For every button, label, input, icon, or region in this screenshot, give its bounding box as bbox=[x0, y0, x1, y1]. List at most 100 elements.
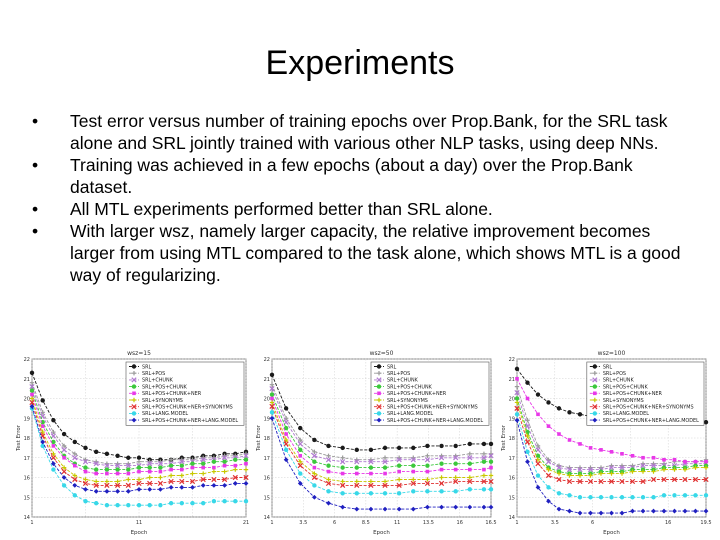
data-point bbox=[651, 508, 656, 514]
data-point bbox=[382, 455, 388, 460]
legend-marker bbox=[131, 404, 137, 410]
data-point bbox=[269, 410, 275, 415]
data-point bbox=[83, 445, 88, 451]
data-point bbox=[382, 465, 388, 470]
data-point bbox=[439, 461, 444, 466]
data-point bbox=[126, 502, 131, 508]
data-point bbox=[467, 455, 473, 461]
data-point bbox=[566, 466, 573, 473]
data-point bbox=[481, 459, 487, 464]
legend: SRLSRL+POSSRL+CHUNKSRL+POS+CHUNKSRL+POS+… bbox=[125, 361, 245, 426]
data-point bbox=[488, 504, 494, 510]
data-point bbox=[641, 455, 645, 460]
data-point bbox=[488, 473, 494, 478]
data-point bbox=[489, 465, 493, 470]
bullet-glyph: • bbox=[32, 155, 39, 175]
legend-label: SRL+SYNONYMS bbox=[142, 398, 183, 404]
data-point bbox=[704, 459, 708, 464]
data-point bbox=[157, 480, 164, 487]
data-point bbox=[682, 508, 688, 514]
data-point bbox=[126, 471, 131, 476]
data-point bbox=[453, 475, 458, 480]
series-line bbox=[271, 384, 491, 461]
data-point bbox=[488, 441, 494, 447]
data-point bbox=[201, 500, 206, 506]
data-point bbox=[297, 441, 303, 447]
data-point bbox=[514, 396, 520, 401]
data-point bbox=[200, 476, 206, 483]
data-point bbox=[396, 482, 402, 489]
data-point bbox=[524, 439, 531, 445]
data-point bbox=[482, 467, 486, 472]
data-point bbox=[619, 510, 625, 516]
series-line bbox=[271, 388, 492, 463]
data-point bbox=[546, 424, 551, 428]
data-point bbox=[157, 461, 164, 467]
data-point bbox=[115, 488, 120, 494]
x-axis-label: Epoch bbox=[131, 530, 148, 536]
x-tick-label: 1 bbox=[30, 520, 33, 526]
data-point bbox=[567, 438, 572, 442]
data-point bbox=[126, 455, 131, 460]
data-point bbox=[270, 396, 274, 401]
data-point bbox=[567, 410, 572, 415]
data-point bbox=[179, 463, 185, 468]
data-point bbox=[481, 473, 487, 478]
data-point bbox=[425, 489, 430, 494]
data-point bbox=[40, 424, 45, 428]
data-point bbox=[326, 469, 331, 474]
data-point bbox=[368, 491, 374, 496]
data-point bbox=[189, 478, 196, 485]
data-point bbox=[703, 493, 709, 498]
data-point bbox=[125, 482, 131, 489]
y-tick-label: 22 bbox=[264, 357, 270, 363]
data-point bbox=[467, 461, 473, 466]
legend-marker bbox=[377, 391, 381, 396]
data-point bbox=[424, 457, 431, 463]
data-point bbox=[340, 465, 345, 470]
data-point bbox=[126, 477, 131, 482]
data-point bbox=[535, 473, 541, 478]
data-point bbox=[672, 467, 677, 472]
legend-label: SRL+POS bbox=[142, 371, 165, 377]
bullet-text: Test error versus number of training epo… bbox=[70, 111, 668, 153]
data-point bbox=[93, 488, 99, 494]
data-point bbox=[683, 459, 687, 464]
data-point bbox=[467, 478, 473, 485]
data-point bbox=[525, 449, 530, 455]
data-point bbox=[82, 480, 89, 487]
data-point bbox=[453, 443, 458, 449]
data-point bbox=[620, 452, 624, 456]
legend-marker bbox=[593, 391, 597, 396]
series-8 bbox=[514, 412, 709, 500]
data-point bbox=[453, 467, 458, 472]
data-point bbox=[703, 465, 709, 470]
data-point bbox=[682, 493, 688, 498]
data-point bbox=[411, 469, 416, 474]
data-point bbox=[136, 486, 142, 492]
legend-label: SRL bbox=[603, 364, 613, 370]
data-point bbox=[514, 417, 520, 423]
data-point bbox=[83, 465, 88, 470]
y-tick-label: 21 bbox=[24, 377, 30, 383]
data-point bbox=[51, 444, 56, 448]
legend-marker bbox=[131, 397, 137, 403]
legend-box bbox=[125, 361, 245, 426]
data-point bbox=[411, 463, 416, 468]
data-point bbox=[587, 466, 594, 473]
legend-marker bbox=[592, 364, 598, 369]
data-point bbox=[536, 412, 540, 417]
data-point bbox=[651, 455, 656, 460]
legend-marker bbox=[131, 364, 137, 369]
y-axis-label: Test Error bbox=[256, 424, 262, 452]
data-point bbox=[115, 479, 120, 484]
bullet-glyph: • bbox=[32, 221, 39, 241]
data-point bbox=[577, 473, 583, 478]
data-point bbox=[396, 463, 402, 468]
data-point bbox=[368, 447, 374, 453]
data-point bbox=[619, 495, 625, 500]
x-tick-label: 16.5 bbox=[485, 520, 496, 526]
data-point bbox=[243, 474, 249, 481]
data-point bbox=[588, 473, 593, 478]
